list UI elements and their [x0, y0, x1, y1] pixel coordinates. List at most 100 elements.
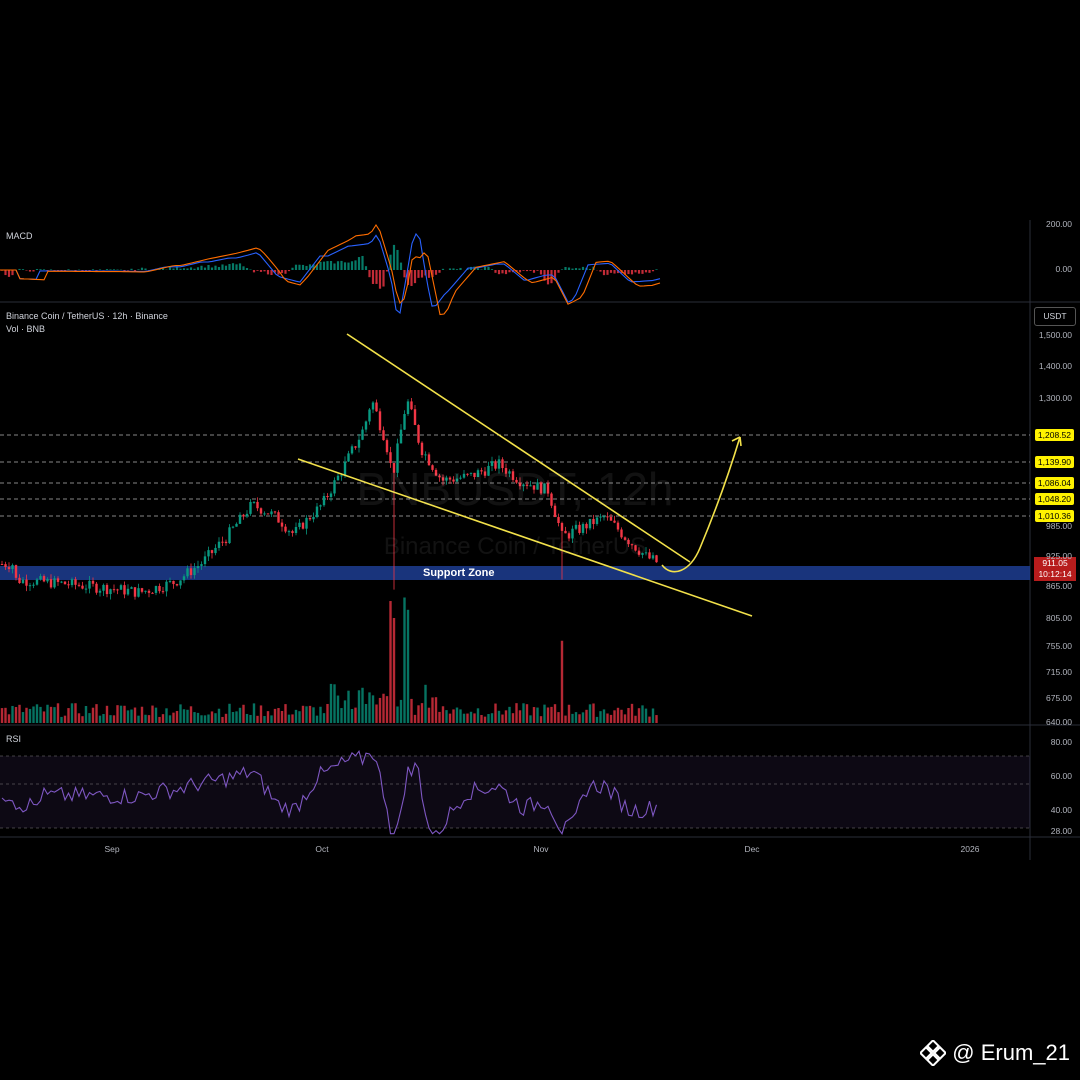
volume-bar — [315, 715, 319, 723]
volume-bar — [319, 706, 322, 723]
volume-bar — [130, 709, 133, 723]
macd-histogram-bar — [217, 267, 221, 270]
macd-histogram-bar — [4, 270, 7, 276]
candle-body — [504, 468, 508, 474]
author-credit: @ Erum_21 — [920, 1040, 1070, 1066]
macd-histogram-bar — [375, 270, 378, 284]
macd-histogram-bar — [210, 267, 214, 270]
candle-body — [168, 580, 172, 582]
macd-histogram-bar — [508, 270, 511, 273]
candle-body — [648, 552, 651, 559]
volume-bar — [382, 693, 385, 723]
volume-bar — [606, 713, 609, 723]
candle-body — [627, 539, 630, 545]
candle-body — [637, 550, 641, 555]
candle-body — [476, 470, 480, 478]
wedge-upper-trendline — [346, 333, 691, 563]
symbol-watermark: BNBUSDT, 12h — [356, 463, 674, 515]
macd-histogram-bar — [294, 264, 298, 270]
candle-body — [133, 587, 137, 597]
candle-body — [319, 505, 322, 507]
macd-histogram-bar — [333, 263, 336, 270]
macd-histogram-bar — [322, 261, 326, 270]
rsi-axis-label: 80.00 — [1050, 737, 1072, 747]
volume-bar — [406, 609, 410, 723]
volume-bar — [392, 618, 396, 723]
macd-histogram-bar — [452, 268, 455, 270]
volume-bar — [140, 706, 144, 723]
candle-body — [193, 568, 196, 576]
macd-histogram-bar — [203, 267, 207, 270]
candle-body — [266, 513, 270, 515]
candle-body — [441, 477, 445, 481]
volume-bar — [644, 708, 648, 723]
macd-histogram-bar — [403, 270, 406, 278]
volume-bar — [364, 703, 368, 723]
candle-body — [60, 581, 63, 583]
candle-body — [245, 513, 249, 517]
candle-body — [25, 579, 28, 586]
macd-histogram-bar — [347, 262, 350, 270]
macd-histogram-bar — [42, 269, 46, 270]
macd-histogram-bar — [410, 270, 413, 286]
macd-histogram-bar — [340, 260, 343, 270]
candle-body — [448, 477, 452, 480]
volume-bar — [483, 716, 487, 723]
volume-bar — [424, 684, 427, 723]
candle-body — [371, 402, 375, 410]
volume-bar — [210, 711, 214, 723]
candle-body — [389, 452, 392, 464]
candle-body — [217, 541, 221, 548]
macd-histogram-bar — [214, 265, 217, 270]
candle-body — [644, 552, 648, 554]
currency-unit[interactable]: USDT — [1034, 307, 1076, 326]
candle-body — [238, 514, 242, 524]
macd-histogram-bar — [266, 270, 270, 275]
candle-body — [588, 518, 592, 529]
candle-body — [298, 522, 301, 528]
macd-histogram-bar — [560, 269, 564, 270]
current-price-tag: 911.05 10:12:14 — [1034, 557, 1076, 581]
volume-bar — [504, 710, 508, 723]
volume-bar — [147, 715, 151, 723]
price-axis-label: 640.00 — [1046, 717, 1072, 727]
candle-body — [473, 472, 476, 478]
volume-bar — [4, 707, 7, 723]
candle-body — [525, 484, 529, 486]
macd-histogram-bar — [196, 267, 200, 270]
price-axis-label: 985.00 — [1046, 521, 1072, 531]
volume-bar — [154, 707, 158, 723]
volume-bar — [158, 716, 161, 723]
macd-histogram-bar — [91, 269, 95, 270]
macd-histogram-bar — [11, 270, 14, 276]
volume-bar — [399, 699, 403, 723]
macd-histogram-bar — [357, 257, 361, 270]
volume-bar — [592, 703, 595, 723]
volume-bar — [371, 695, 375, 723]
macd-histogram-bar — [399, 262, 403, 270]
volume-bar — [182, 709, 186, 723]
macd-histogram-bar — [144, 268, 147, 270]
volume-bar — [448, 713, 452, 723]
macd-histogram-bar — [259, 270, 263, 272]
volume-bar — [32, 706, 35, 723]
price-axis-label: 755.00 — [1046, 641, 1072, 651]
volume-bar — [56, 703, 60, 723]
macd-histogram-bar — [175, 266, 179, 270]
candle-body — [175, 584, 179, 586]
candle-body — [410, 401, 413, 410]
volume-bar — [137, 715, 140, 723]
volume-bar — [235, 711, 238, 723]
macd-histogram-bar — [497, 270, 501, 275]
volume-bar — [347, 690, 350, 723]
volume-bar — [487, 714, 490, 723]
candle-body — [571, 528, 574, 539]
volume-bar — [63, 715, 67, 723]
candle-body — [21, 579, 25, 584]
volume-title: Vol · BNB — [6, 324, 46, 334]
volume-bar — [585, 709, 588, 723]
candle-body — [112, 589, 116, 591]
macd-histogram-bar — [189, 267, 193, 270]
macd-histogram-bar — [172, 268, 175, 270]
